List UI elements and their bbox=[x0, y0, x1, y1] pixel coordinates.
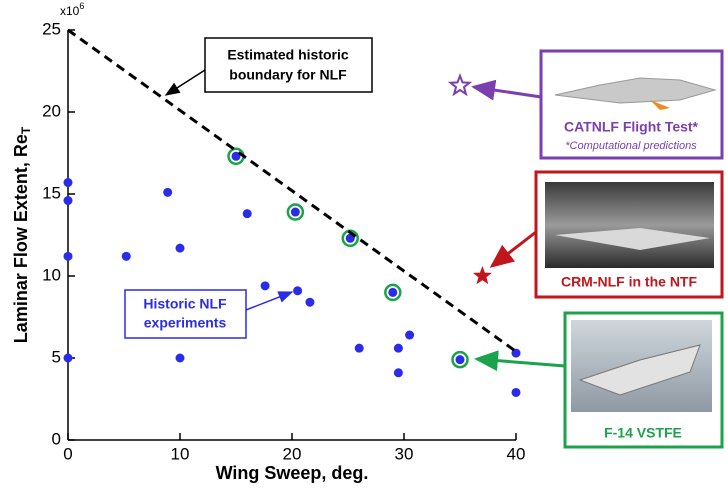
y-scale-base: x10 bbox=[60, 4, 80, 18]
y-tick-label: 25 bbox=[42, 19, 61, 38]
y-tick-label: 10 bbox=[42, 265, 61, 284]
x-tick-label: 10 bbox=[171, 444, 190, 463]
x-tick-label: 0 bbox=[63, 444, 72, 463]
arrow bbox=[492, 232, 536, 266]
arrow bbox=[166, 70, 205, 95]
star-point bbox=[451, 76, 470, 94]
tunnel-image bbox=[545, 182, 714, 268]
historic-text: Historic NLF bbox=[143, 296, 227, 312]
boundary-text: Estimated historic bbox=[227, 47, 349, 63]
point bbox=[163, 188, 172, 197]
point bbox=[512, 388, 521, 397]
point bbox=[293, 286, 302, 295]
y-axis-title-subscript: T bbox=[19, 126, 33, 134]
point bbox=[64, 252, 73, 261]
point bbox=[176, 244, 185, 253]
y-tick-label: 5 bbox=[52, 347, 61, 366]
point bbox=[388, 288, 397, 297]
point bbox=[405, 331, 414, 340]
historic-text: experiments bbox=[144, 315, 227, 331]
point bbox=[64, 196, 73, 205]
point bbox=[305, 298, 314, 307]
arrow bbox=[474, 87, 541, 97]
chart: 0 5 10 15 20 25 0 10 20 30 40 Wing Sweep, deg. Lam… bbox=[0, 0, 728, 489]
point bbox=[456, 355, 465, 364]
x-axis-title: Wing Sweep, deg. bbox=[216, 463, 369, 483]
point bbox=[176, 354, 185, 363]
arrow bbox=[477, 359, 565, 366]
point bbox=[261, 281, 270, 290]
point bbox=[122, 252, 131, 261]
point bbox=[394, 344, 403, 353]
point bbox=[291, 208, 300, 217]
point bbox=[64, 178, 73, 187]
point bbox=[243, 209, 252, 218]
x-tick-label: 40 bbox=[507, 444, 526, 463]
y-tick-label: 20 bbox=[42, 101, 61, 120]
x-tick-label: 30 bbox=[395, 444, 414, 463]
page: 0 5 10 15 20 25 0 10 20 30 40 Wing Sweep, deg. Lam… bbox=[0, 0, 728, 489]
catnlf-note: *Computational predictions bbox=[565, 140, 697, 152]
y-axis-title-text: Laminar Flow Extent, Re bbox=[11, 134, 31, 343]
y-scale-exponent: 6 bbox=[79, 1, 84, 11]
point bbox=[355, 344, 364, 353]
y-axis-title: Laminar Flow Extent, ReT bbox=[11, 126, 33, 343]
point bbox=[394, 368, 403, 377]
y-tick-label: 0 bbox=[52, 429, 61, 448]
x-tick-label: 20 bbox=[283, 444, 302, 463]
catnlf-title: CATNLF Flight Test* bbox=[564, 119, 699, 135]
arrow bbox=[246, 292, 292, 310]
star-point bbox=[473, 266, 492, 284]
crm-title: CRM-NLF in the NTF bbox=[561, 274, 698, 290]
boundary-text: boundary for NLF bbox=[229, 67, 347, 83]
y-scale-label: x106 bbox=[60, 1, 84, 18]
f14-title: F-14 VSTFE bbox=[604, 425, 682, 441]
point bbox=[64, 354, 73, 363]
y-tick-label: 15 bbox=[42, 183, 61, 202]
